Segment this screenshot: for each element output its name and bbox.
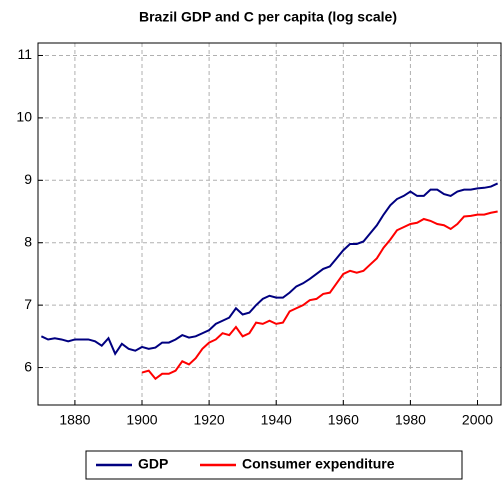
series-line: [141, 210, 498, 381]
legend-label: GDP: [138, 456, 168, 472]
chart-title: Brazil GDP and C per capita (log scale): [139, 9, 397, 25]
x-tick-label: 1880: [59, 412, 90, 428]
legend-box: [85, 450, 463, 480]
x-tick-label: 1980: [395, 412, 426, 428]
y-tick-label: 8: [24, 233, 32, 249]
legend-label: Consumer expenditure: [242, 456, 395, 472]
x-tick-label: 1900: [126, 412, 157, 428]
x-tick-label: 1960: [328, 412, 359, 428]
series-line: [40, 182, 499, 356]
y-tick-label: 10: [16, 109, 32, 125]
y-tick-label: 9: [24, 171, 32, 187]
x-tick-label: 2000: [462, 412, 493, 428]
y-tick-label: 7: [24, 296, 32, 312]
y-tick-label: 6: [24, 358, 32, 374]
x-tick-label: 1940: [261, 412, 292, 428]
y-tick-label: 11: [17, 46, 32, 62]
x-tick-label: 1920: [194, 412, 225, 428]
plot-frame: [37, 42, 502, 406]
